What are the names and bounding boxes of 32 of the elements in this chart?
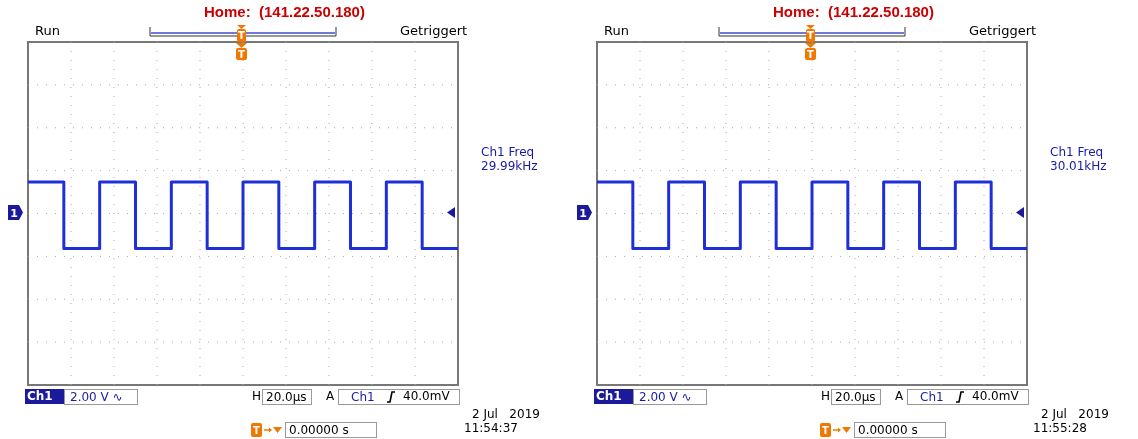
text: Getriggert (400, 23, 468, 38)
channel-marker-icon: 1 (8, 205, 24, 220)
text: A (895, 389, 904, 404)
text: A (326, 389, 335, 404)
text: Ch1 (594, 389, 634, 404)
chart-title: Home: (141.22.50.180) (772, 3, 935, 20)
text: 40.0mV (972, 389, 1019, 404)
text: 20.0µs (262, 389, 312, 405)
text: Run (604, 23, 629, 38)
text: Getriggert (969, 23, 1037, 38)
text: 2 Jul 2019 (1041, 407, 1109, 422)
text: H (252, 389, 262, 404)
text: 0.00000 s (854, 422, 946, 438)
text: 29.99kHz (481, 159, 538, 174)
text: 40.0mV (403, 389, 450, 404)
text: H (821, 389, 831, 404)
text: 11:54:37 (464, 421, 518, 436)
text: 11:55:28 (1033, 421, 1087, 436)
text: 30.01kHz (1050, 159, 1107, 174)
channel-marker-icon: 1 (577, 205, 593, 220)
text: 0.00000 s (285, 422, 377, 438)
text: 2.00 V ∿ (633, 389, 707, 405)
text: Ch1 (920, 390, 944, 404)
text: 20.0µs (831, 389, 881, 405)
text: 2.00 V ∿ (64, 389, 138, 405)
text: 2 Jul 2019 (472, 407, 540, 422)
text: Ch1 Freq (481, 145, 535, 160)
text: Ch1 (25, 389, 65, 404)
text: Run (35, 23, 60, 38)
chart-title: Home: (141.22.50.180) (203, 3, 366, 20)
text: Ch1 (351, 390, 375, 404)
text: Ch1 Freq (1050, 145, 1104, 160)
